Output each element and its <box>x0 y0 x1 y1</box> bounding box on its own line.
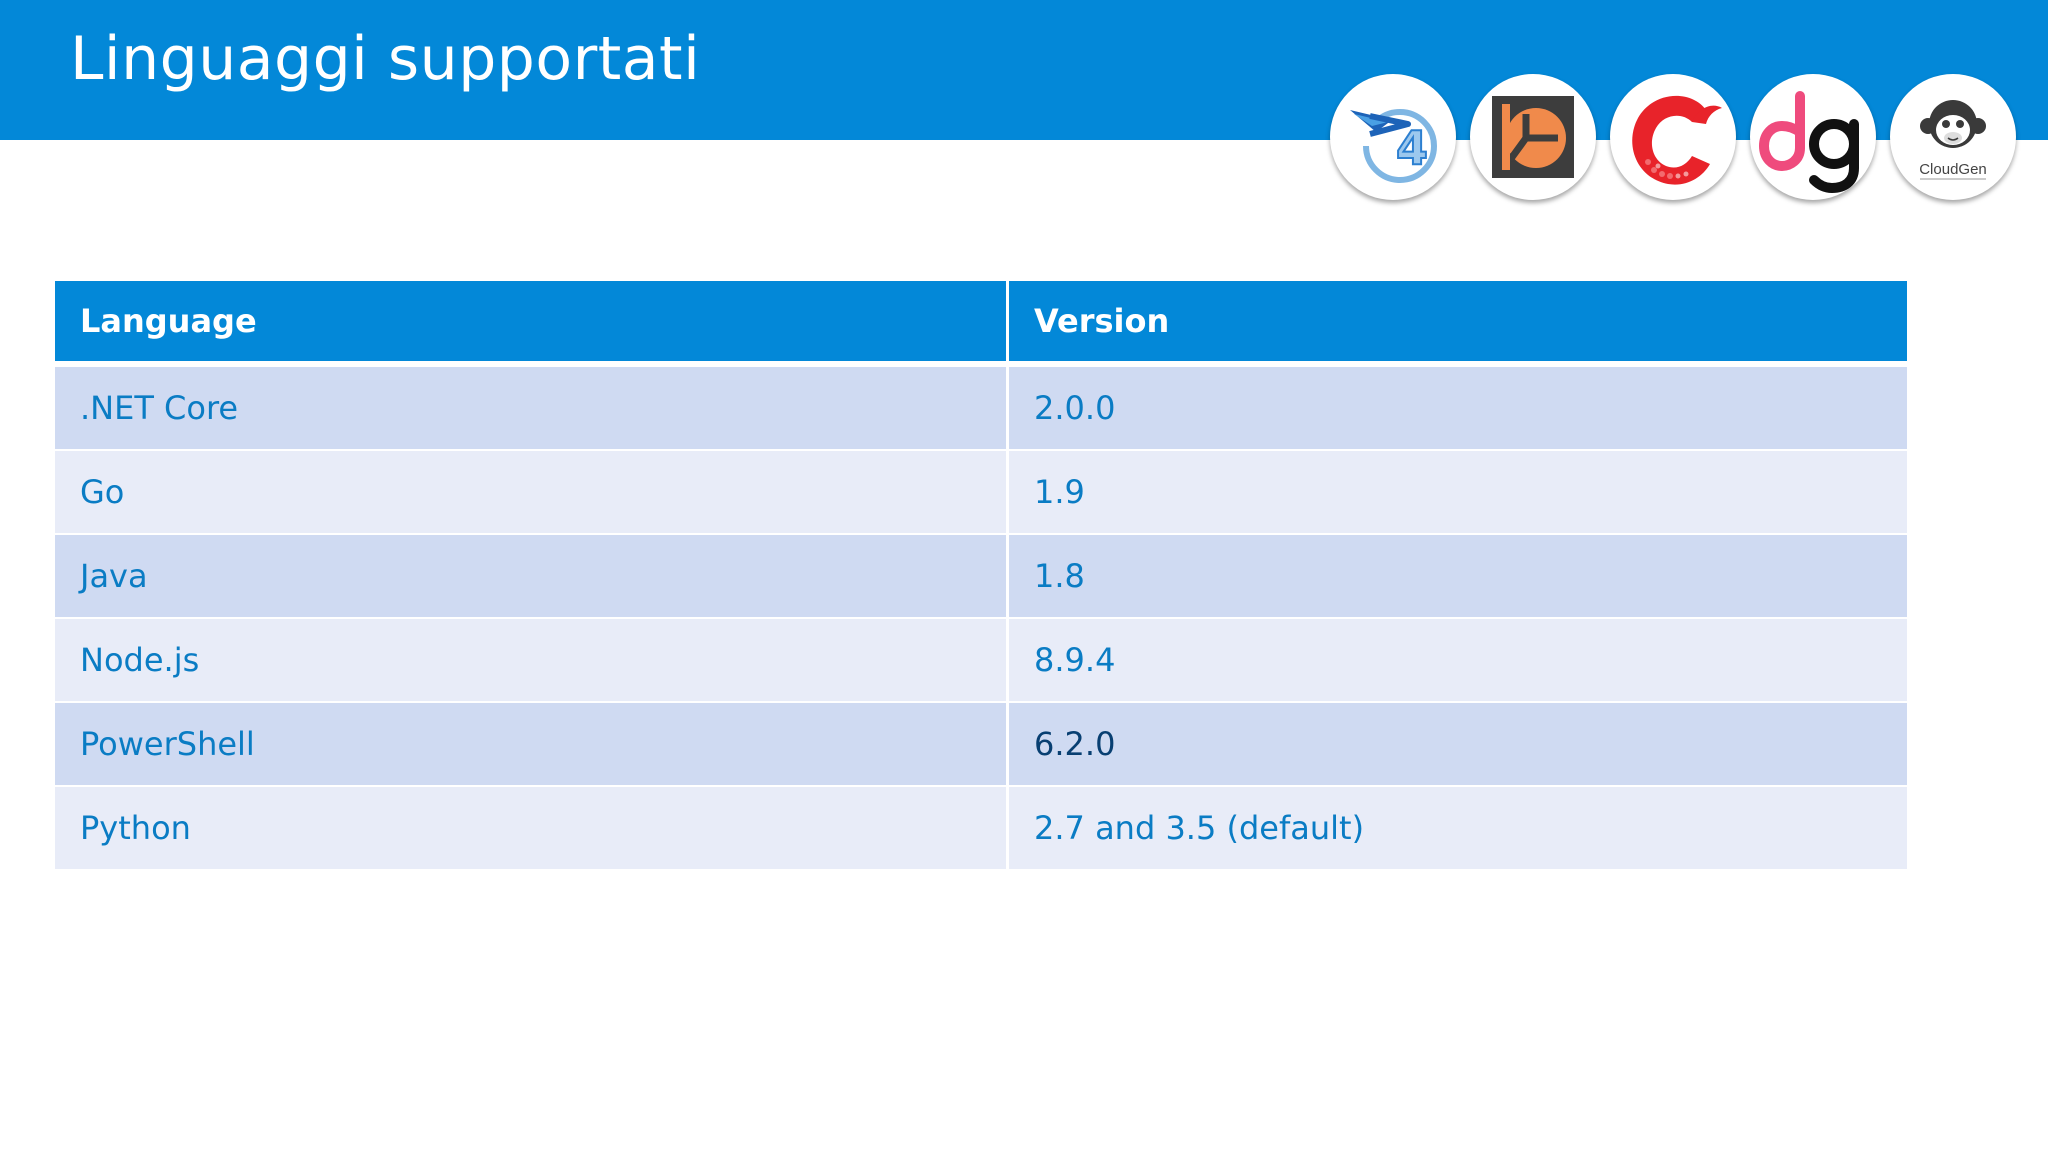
cell-version: 8.9.4 <box>1006 619 1907 703</box>
cell-version: 1.8 <box>1006 535 1907 619</box>
cell-language: Go <box>55 451 1006 535</box>
header-language: Language <box>55 281 1006 367</box>
cell-language: Java <box>55 535 1006 619</box>
arrow-clock-icon: 4 <box>1350 109 1437 183</box>
orange-square-chart-logo <box>1470 74 1596 200</box>
header-version: Version <box>1006 281 1907 367</box>
table-header-row: Language Version <box>55 281 1907 367</box>
cloudgen-monkey-logo: CloudGen <box>1890 74 2016 200</box>
table-row: PowerShell 6.2.0 <box>55 703 1907 787</box>
square-pie-icon <box>1492 96 1574 178</box>
slide-title: Linguaggi supportati <box>70 24 701 94</box>
cell-version: 2.0.0 <box>1006 367 1907 451</box>
table-row: Node.js 8.9.4 <box>55 619 1907 703</box>
azure-functions-4-logo: 4 <box>1330 74 1456 200</box>
cell-version: 2.7 and 3.5 (default) <box>1006 787 1907 871</box>
cell-language: .NET Core <box>55 367 1006 451</box>
svg-text:4: 4 <box>1396 121 1428 175</box>
table-row: .NET Core 2.0.0 <box>55 367 1907 451</box>
languages-table: Language Version .NET Core 2.0.0 Go 1.9 … <box>55 281 1907 871</box>
table-row: Python 2.7 and 3.5 (default) <box>55 787 1907 871</box>
dg-letters-icon <box>1758 91 1859 194</box>
cell-version: 1.9 <box>1006 451 1907 535</box>
cell-version: 6.2.0 <box>1006 703 1907 787</box>
cell-language: PowerShell <box>55 703 1006 787</box>
cell-language: Python <box>55 787 1006 871</box>
monkey-face-icon: CloudGen <box>1919 100 1987 180</box>
red-c-swirl-icon <box>1632 95 1722 185</box>
dg-logo <box>1750 74 1876 200</box>
table-row: Go 1.9 <box>55 451 1907 535</box>
red-swirl-logo <box>1610 74 1736 200</box>
cell-language: Node.js <box>55 619 1006 703</box>
table-row: Java 1.8 <box>55 535 1907 619</box>
cloudgen-wordmark: CloudGen <box>1919 161 1987 178</box>
